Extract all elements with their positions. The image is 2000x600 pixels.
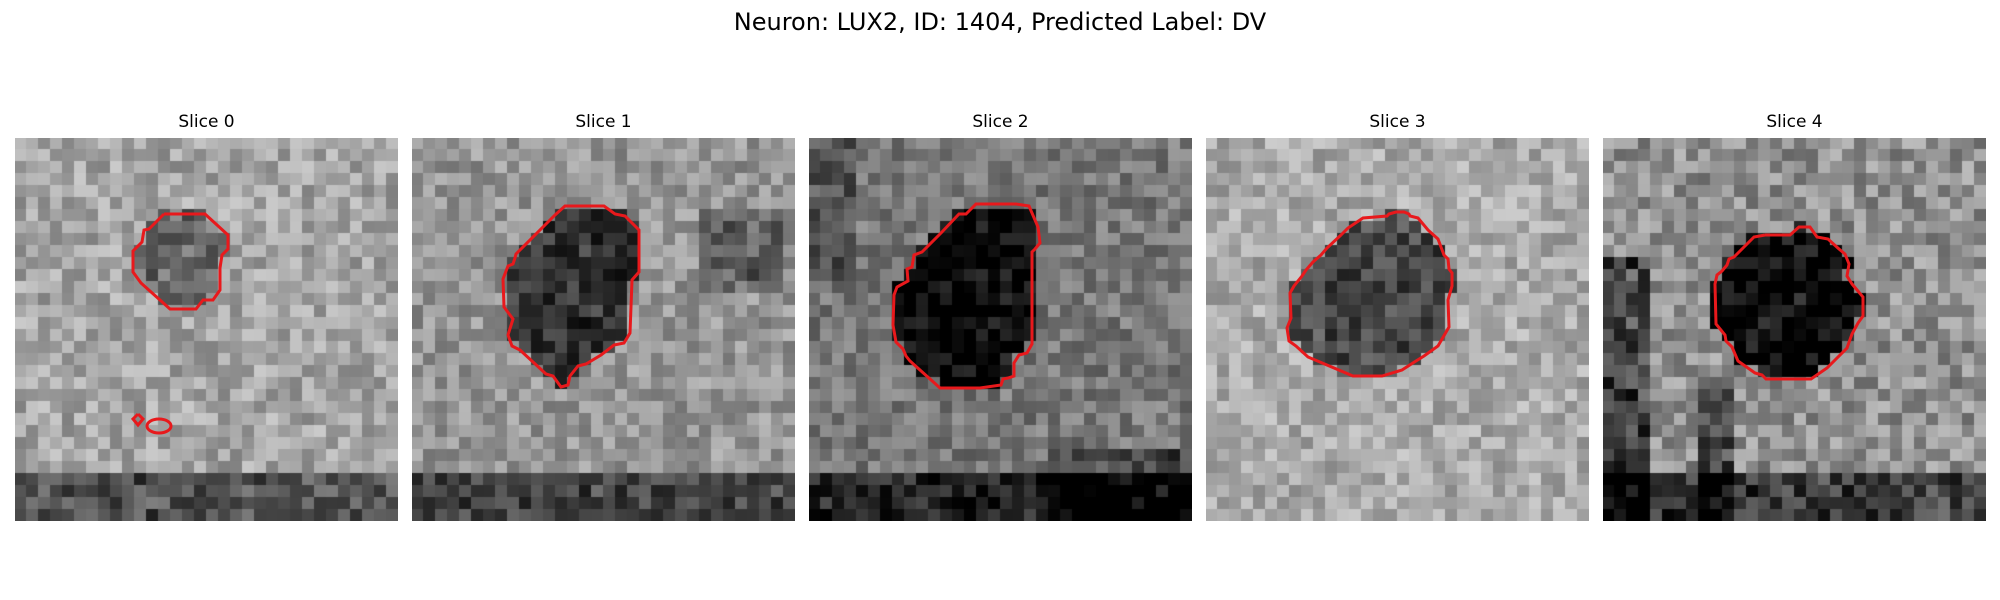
slice-image: [412, 138, 795, 521]
figure-title: Neuron: LUX2, ID: 1404, Predicted Label:…: [733, 8, 1267, 36]
slice-title: Slice 4: [1766, 112, 1823, 132]
slice-panel-0: Slice 0: [15, 112, 398, 521]
slice-image: [15, 138, 398, 521]
slice-image: [809, 138, 1192, 521]
slice-panel-4: Slice 4: [1603, 112, 1986, 521]
slice-panel-1: Slice 1: [412, 112, 795, 521]
slice-image: [1603, 138, 1986, 521]
slice-title: Slice 2: [972, 112, 1029, 132]
slice-title: Slice 3: [1369, 112, 1426, 132]
slice-title: Slice 1: [575, 112, 632, 132]
slice-panel-2: Slice 2: [809, 112, 1192, 521]
slice-title: Slice 0: [178, 112, 235, 132]
slice-panel-3: Slice 3: [1206, 112, 1589, 521]
slice-image: [1206, 138, 1589, 521]
